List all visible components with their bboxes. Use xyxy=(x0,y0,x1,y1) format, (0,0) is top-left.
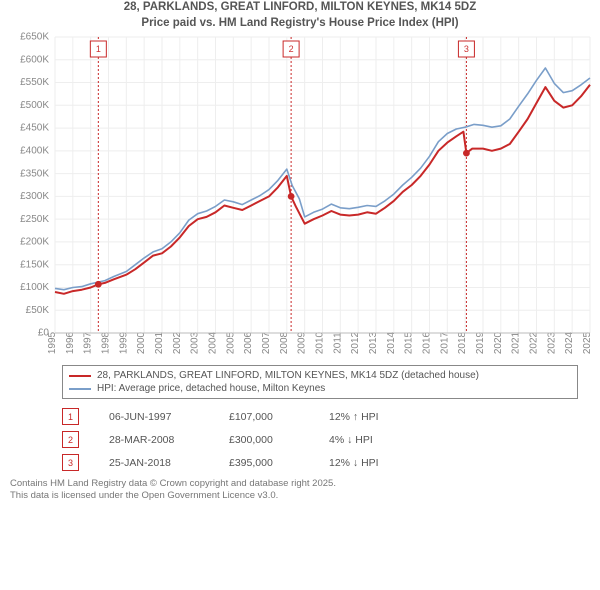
legend-row: HPI: Average price, detached house, Milt… xyxy=(69,382,571,395)
svg-text:2007: 2007 xyxy=(261,331,272,354)
legend-swatch xyxy=(69,375,91,377)
svg-text:2008: 2008 xyxy=(279,331,290,354)
svg-text:2022: 2022 xyxy=(529,331,540,354)
legend-label: HPI: Average price, detached house, Milt… xyxy=(97,383,325,394)
fact-date: 06-JUN-1997 xyxy=(109,411,199,423)
fact-delta: 12% ↓ HPI xyxy=(329,457,379,469)
svg-text:£300K: £300K xyxy=(20,191,49,202)
fact-index: 2 xyxy=(68,435,73,445)
svg-text:2017: 2017 xyxy=(439,331,450,354)
svg-text:1: 1 xyxy=(96,44,101,54)
svg-text:2014: 2014 xyxy=(386,331,397,354)
svg-text:2023: 2023 xyxy=(546,331,557,354)
fact-row: 3 25-JAN-2018 £395,000 12% ↓ HPI xyxy=(62,451,578,474)
svg-text:2025: 2025 xyxy=(582,331,593,354)
svg-text:2010: 2010 xyxy=(315,331,326,354)
svg-text:2024: 2024 xyxy=(564,331,575,354)
fact-marker: 3 xyxy=(62,454,79,471)
svg-text:2018: 2018 xyxy=(457,331,468,354)
fact-price: £107,000 xyxy=(229,411,299,423)
facts-table: 1 06-JUN-1997 £107,000 12% ↑ HPI 2 28-MA… xyxy=(62,405,578,474)
footer-line-2: This data is licensed under the Open Gov… xyxy=(10,490,590,502)
svg-text:2009: 2009 xyxy=(297,331,308,354)
svg-text:2001: 2001 xyxy=(154,331,165,354)
svg-text:£50K: £50K xyxy=(26,305,50,316)
svg-text:£150K: £150K xyxy=(20,259,49,270)
svg-text:1999: 1999 xyxy=(118,331,129,354)
svg-text:£200K: £200K xyxy=(20,237,49,248)
title-block: 28, PARKLANDS, GREAT LINFORD, MILTON KEY… xyxy=(0,0,600,31)
fact-date: 28-MAR-2008 xyxy=(109,434,199,446)
svg-text:£500K: £500K xyxy=(20,100,49,111)
svg-text:3: 3 xyxy=(464,44,469,54)
svg-text:2013: 2013 xyxy=(368,331,379,354)
fact-row: 1 06-JUN-1997 £107,000 12% ↑ HPI xyxy=(62,405,578,428)
svg-text:2020: 2020 xyxy=(493,331,504,354)
legend-swatch xyxy=(69,388,91,390)
svg-text:1998: 1998 xyxy=(101,331,112,354)
fact-delta: 4% ↓ HPI xyxy=(329,434,373,446)
fact-date: 25-JAN-2018 xyxy=(109,457,199,469)
legend: 28, PARKLANDS, GREAT LINFORD, MILTON KEY… xyxy=(62,365,578,399)
fact-index: 1 xyxy=(68,412,73,422)
svg-text:2002: 2002 xyxy=(172,331,183,354)
svg-text:£450K: £450K xyxy=(20,123,49,134)
svg-text:£250K: £250K xyxy=(20,214,49,225)
svg-text:1996: 1996 xyxy=(65,331,76,354)
fact-marker: 1 xyxy=(62,408,79,425)
legend-row: 28, PARKLANDS, GREAT LINFORD, MILTON KEY… xyxy=(69,369,571,382)
footer-attribution: Contains HM Land Registry data © Crown c… xyxy=(10,478,590,502)
svg-text:2015: 2015 xyxy=(404,331,415,354)
svg-text:2011: 2011 xyxy=(332,332,343,354)
svg-text:2006: 2006 xyxy=(243,331,254,354)
svg-text:£550K: £550K xyxy=(20,77,49,88)
chart-wrap: £0£50K£100K£150K£200K£250K£300K£350K£400… xyxy=(0,31,600,361)
fact-index: 3 xyxy=(68,458,73,468)
figure-container: 28, PARKLANDS, GREAT LINFORD, MILTON KEY… xyxy=(0,0,600,502)
fact-delta: 12% ↑ HPI xyxy=(329,411,379,423)
fact-row: 2 28-MAR-2008 £300,000 4% ↓ HPI xyxy=(62,428,578,451)
footer-line-1: Contains HM Land Registry data © Crown c… xyxy=(10,478,590,490)
svg-text:2003: 2003 xyxy=(190,331,201,354)
svg-text:£400K: £400K xyxy=(20,146,49,157)
legend-label: 28, PARKLANDS, GREAT LINFORD, MILTON KEY… xyxy=(97,370,479,381)
title-line-2: Price paid vs. HM Land Registry's House … xyxy=(0,16,600,32)
svg-text:2005: 2005 xyxy=(225,331,236,354)
svg-text:£100K: £100K xyxy=(20,282,49,293)
svg-text:2012: 2012 xyxy=(350,331,361,354)
fact-price: £300,000 xyxy=(229,434,299,446)
svg-text:1997: 1997 xyxy=(83,331,94,354)
svg-text:2: 2 xyxy=(289,44,294,54)
svg-text:£350K: £350K xyxy=(20,168,49,179)
svg-text:£650K: £650K xyxy=(20,32,49,43)
svg-text:2021: 2021 xyxy=(511,331,522,354)
title-line-1: 28, PARKLANDS, GREAT LINFORD, MILTON KEY… xyxy=(0,0,600,16)
svg-text:2004: 2004 xyxy=(208,331,219,354)
fact-marker: 2 xyxy=(62,431,79,448)
svg-text:£600K: £600K xyxy=(20,54,49,65)
svg-text:2016: 2016 xyxy=(422,331,433,354)
fact-price: £395,000 xyxy=(229,457,299,469)
price-chart: £0£50K£100K£150K£200K£250K£300K£350K£400… xyxy=(0,31,600,361)
svg-text:2019: 2019 xyxy=(475,331,486,354)
svg-text:1995: 1995 xyxy=(47,331,58,354)
svg-text:2000: 2000 xyxy=(136,331,147,354)
